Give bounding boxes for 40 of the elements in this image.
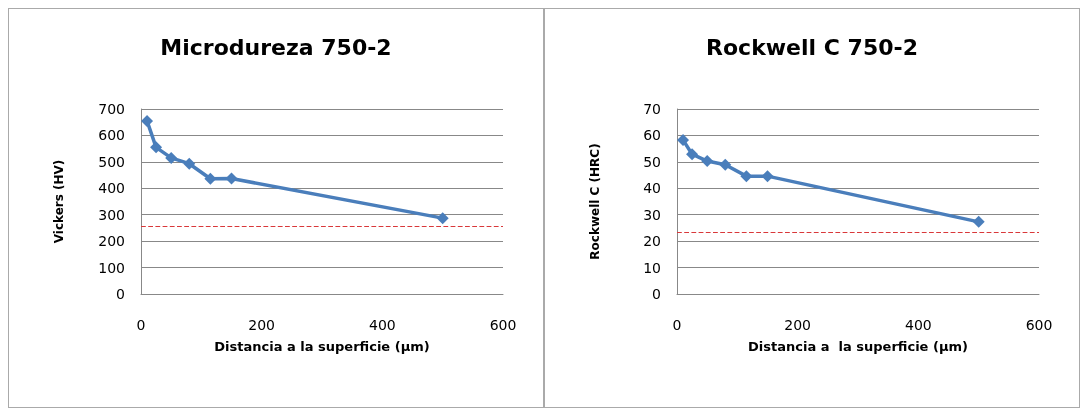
- y-tick-label: 0: [652, 286, 661, 302]
- x-tick-label: 600: [489, 317, 517, 333]
- x-tick-label: 600: [1025, 317, 1053, 333]
- point: [150, 141, 163, 154]
- y-tick-label: 20: [643, 233, 661, 250]
- point: [183, 157, 196, 170]
- y-tick-label: 400: [98, 180, 125, 197]
- x-tick-label: 200: [248, 317, 276, 333]
- x-tick-label: 0: [672, 317, 682, 333]
- y-tick-label: 300: [98, 206, 125, 223]
- y-axis-title: Vickers (HV): [52, 159, 66, 244]
- point: [165, 151, 178, 164]
- x-tick-label: 400: [904, 317, 932, 333]
- y-tick-label: 100: [98, 259, 125, 276]
- x-tick-label: 0: [136, 317, 146, 333]
- chart-title: Rockwell C 750-2: [706, 34, 918, 60]
- y-tick-label: 700: [98, 101, 125, 117]
- chart-title: Microdureza 750-2: [160, 34, 392, 60]
- y-tick-label: 0: [116, 286, 125, 302]
- point: [719, 158, 732, 171]
- y-tick-label: 600: [98, 127, 125, 144]
- y-tick-label: 60: [643, 127, 661, 144]
- y-tick-label: 10: [643, 259, 661, 276]
- point: [686, 148, 699, 161]
- point: [701, 155, 714, 168]
- y-tick-label: 50: [643, 153, 661, 170]
- x-tick-label: 400: [368, 317, 396, 333]
- y-tick-label: 500: [98, 153, 125, 170]
- y-tick-label: 70: [643, 101, 661, 117]
- x-axis-title: Distancia a la superficie (µm): [214, 339, 430, 354]
- point: [972, 215, 985, 228]
- y-tick-label: 40: [643, 180, 661, 197]
- point: [141, 114, 154, 127]
- point: [677, 133, 690, 146]
- y-axis-title: Rockwell C (HRC): [588, 143, 602, 260]
- x-axis-title: Distancia a la superficie (µm): [748, 339, 968, 354]
- x-tick-label: 200: [784, 317, 812, 333]
- point: [436, 212, 449, 225]
- y-tick-label: 30: [643, 206, 661, 223]
- y-tick-label: 200: [98, 233, 125, 250]
